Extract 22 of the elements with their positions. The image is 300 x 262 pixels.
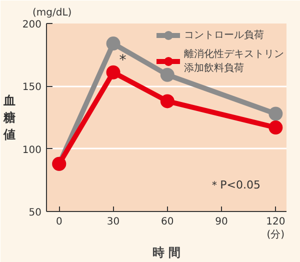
x-axis-title: 時 間 [152,246,181,260]
point [160,68,174,82]
annotation: ＊P<0.05 [209,178,260,192]
x-tick-label: 60 [161,216,174,228]
x-tick-label: 120 (分) [266,216,286,241]
x-tick-label: 90 [215,216,228,228]
y-tick-label: 50 [28,208,42,218]
annotation: * [119,52,126,68]
point [268,120,283,135]
text: (mg/dL) [32,8,72,18]
point [106,65,120,80]
legend-label: 離消化性デキストリン添加飲料負荷 [184,48,284,75]
y-tick-label: 150 [22,82,42,94]
point [268,106,283,121]
point [160,94,174,108]
y-tick-label: 100 [22,144,42,156]
y-axis-title: 血糖値 [2,94,16,142]
legend-label: コントロール負荷 [184,28,264,42]
x-tick-label: 30 [106,216,120,228]
x-tick-label: 0 [56,216,62,228]
y-tick-label: 200 [22,20,42,30]
point [106,36,120,51]
